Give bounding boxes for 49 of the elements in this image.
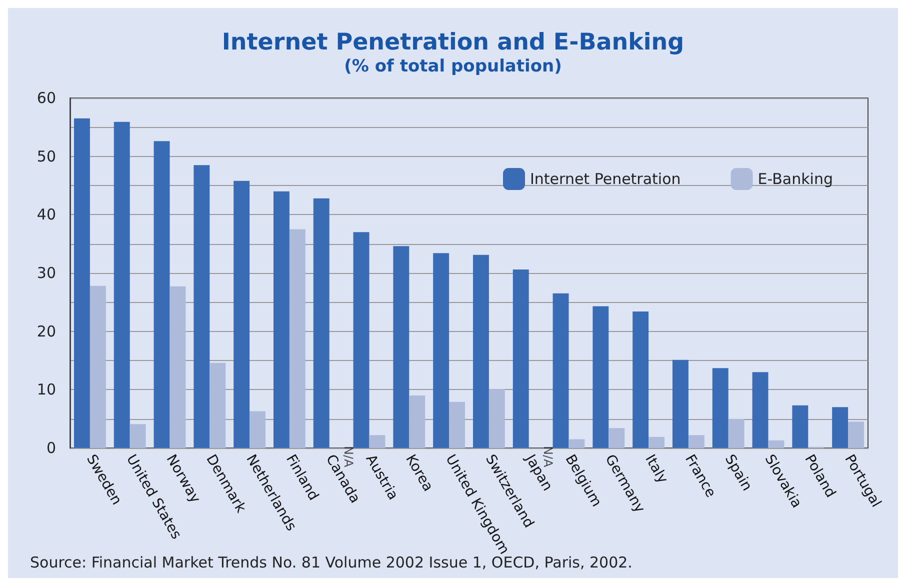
bar: [289, 229, 306, 448]
y-tick-label: 50: [36, 147, 56, 166]
bar: [234, 180, 250, 448]
bar: [728, 418, 744, 448]
bar: [568, 439, 585, 448]
bar: [712, 368, 728, 448]
bar: [114, 122, 130, 448]
bar: [768, 440, 784, 448]
bar: [592, 306, 609, 448]
y-tick-label: 20: [36, 322, 56, 340]
bar: [74, 118, 90, 448]
bar: [648, 436, 665, 448]
bar: [130, 424, 146, 448]
bar: [369, 435, 386, 448]
bar: [433, 253, 450, 448]
bar: [210, 362, 226, 448]
bar: [488, 389, 505, 448]
bar: [632, 312, 649, 448]
bar: [353, 232, 370, 448]
y-tick-label: 10: [36, 380, 56, 399]
y-tick-label: 60: [36, 89, 56, 107]
bar: [552, 293, 569, 448]
bar: [449, 402, 466, 448]
y-tick-label: 0: [46, 439, 56, 457]
bar: [313, 198, 330, 448]
bar: [472, 254, 489, 448]
bar: [194, 165, 210, 448]
bar: [848, 422, 864, 448]
y-tick-label: 30: [36, 264, 56, 282]
bar: [832, 407, 848, 448]
bar: [273, 191, 290, 448]
bar: [752, 372, 768, 448]
bar: [154, 141, 170, 448]
legend-label: Internet Penetration: [530, 170, 681, 188]
chart-title: Internet Penetration and E-Banking: [222, 30, 684, 56]
bar: [688, 435, 704, 448]
bar: [393, 246, 410, 448]
legend-label: E-Banking: [758, 170, 834, 188]
bar: [792, 405, 808, 448]
bar: [409, 396, 426, 448]
bar: [170, 286, 186, 448]
bar: [608, 428, 625, 448]
bar: [90, 286, 106, 448]
source-note: Source: Financial Market Trends No. 81 Volume 2002 Issue 1, OECD, Paris, 2002.: [30, 554, 632, 572]
bar: [250, 411, 266, 448]
chart-subtitle: (% of total population): [344, 56, 562, 76]
bar: [512, 270, 529, 448]
y-tick-label: 40: [36, 206, 56, 224]
bar: [672, 360, 688, 448]
